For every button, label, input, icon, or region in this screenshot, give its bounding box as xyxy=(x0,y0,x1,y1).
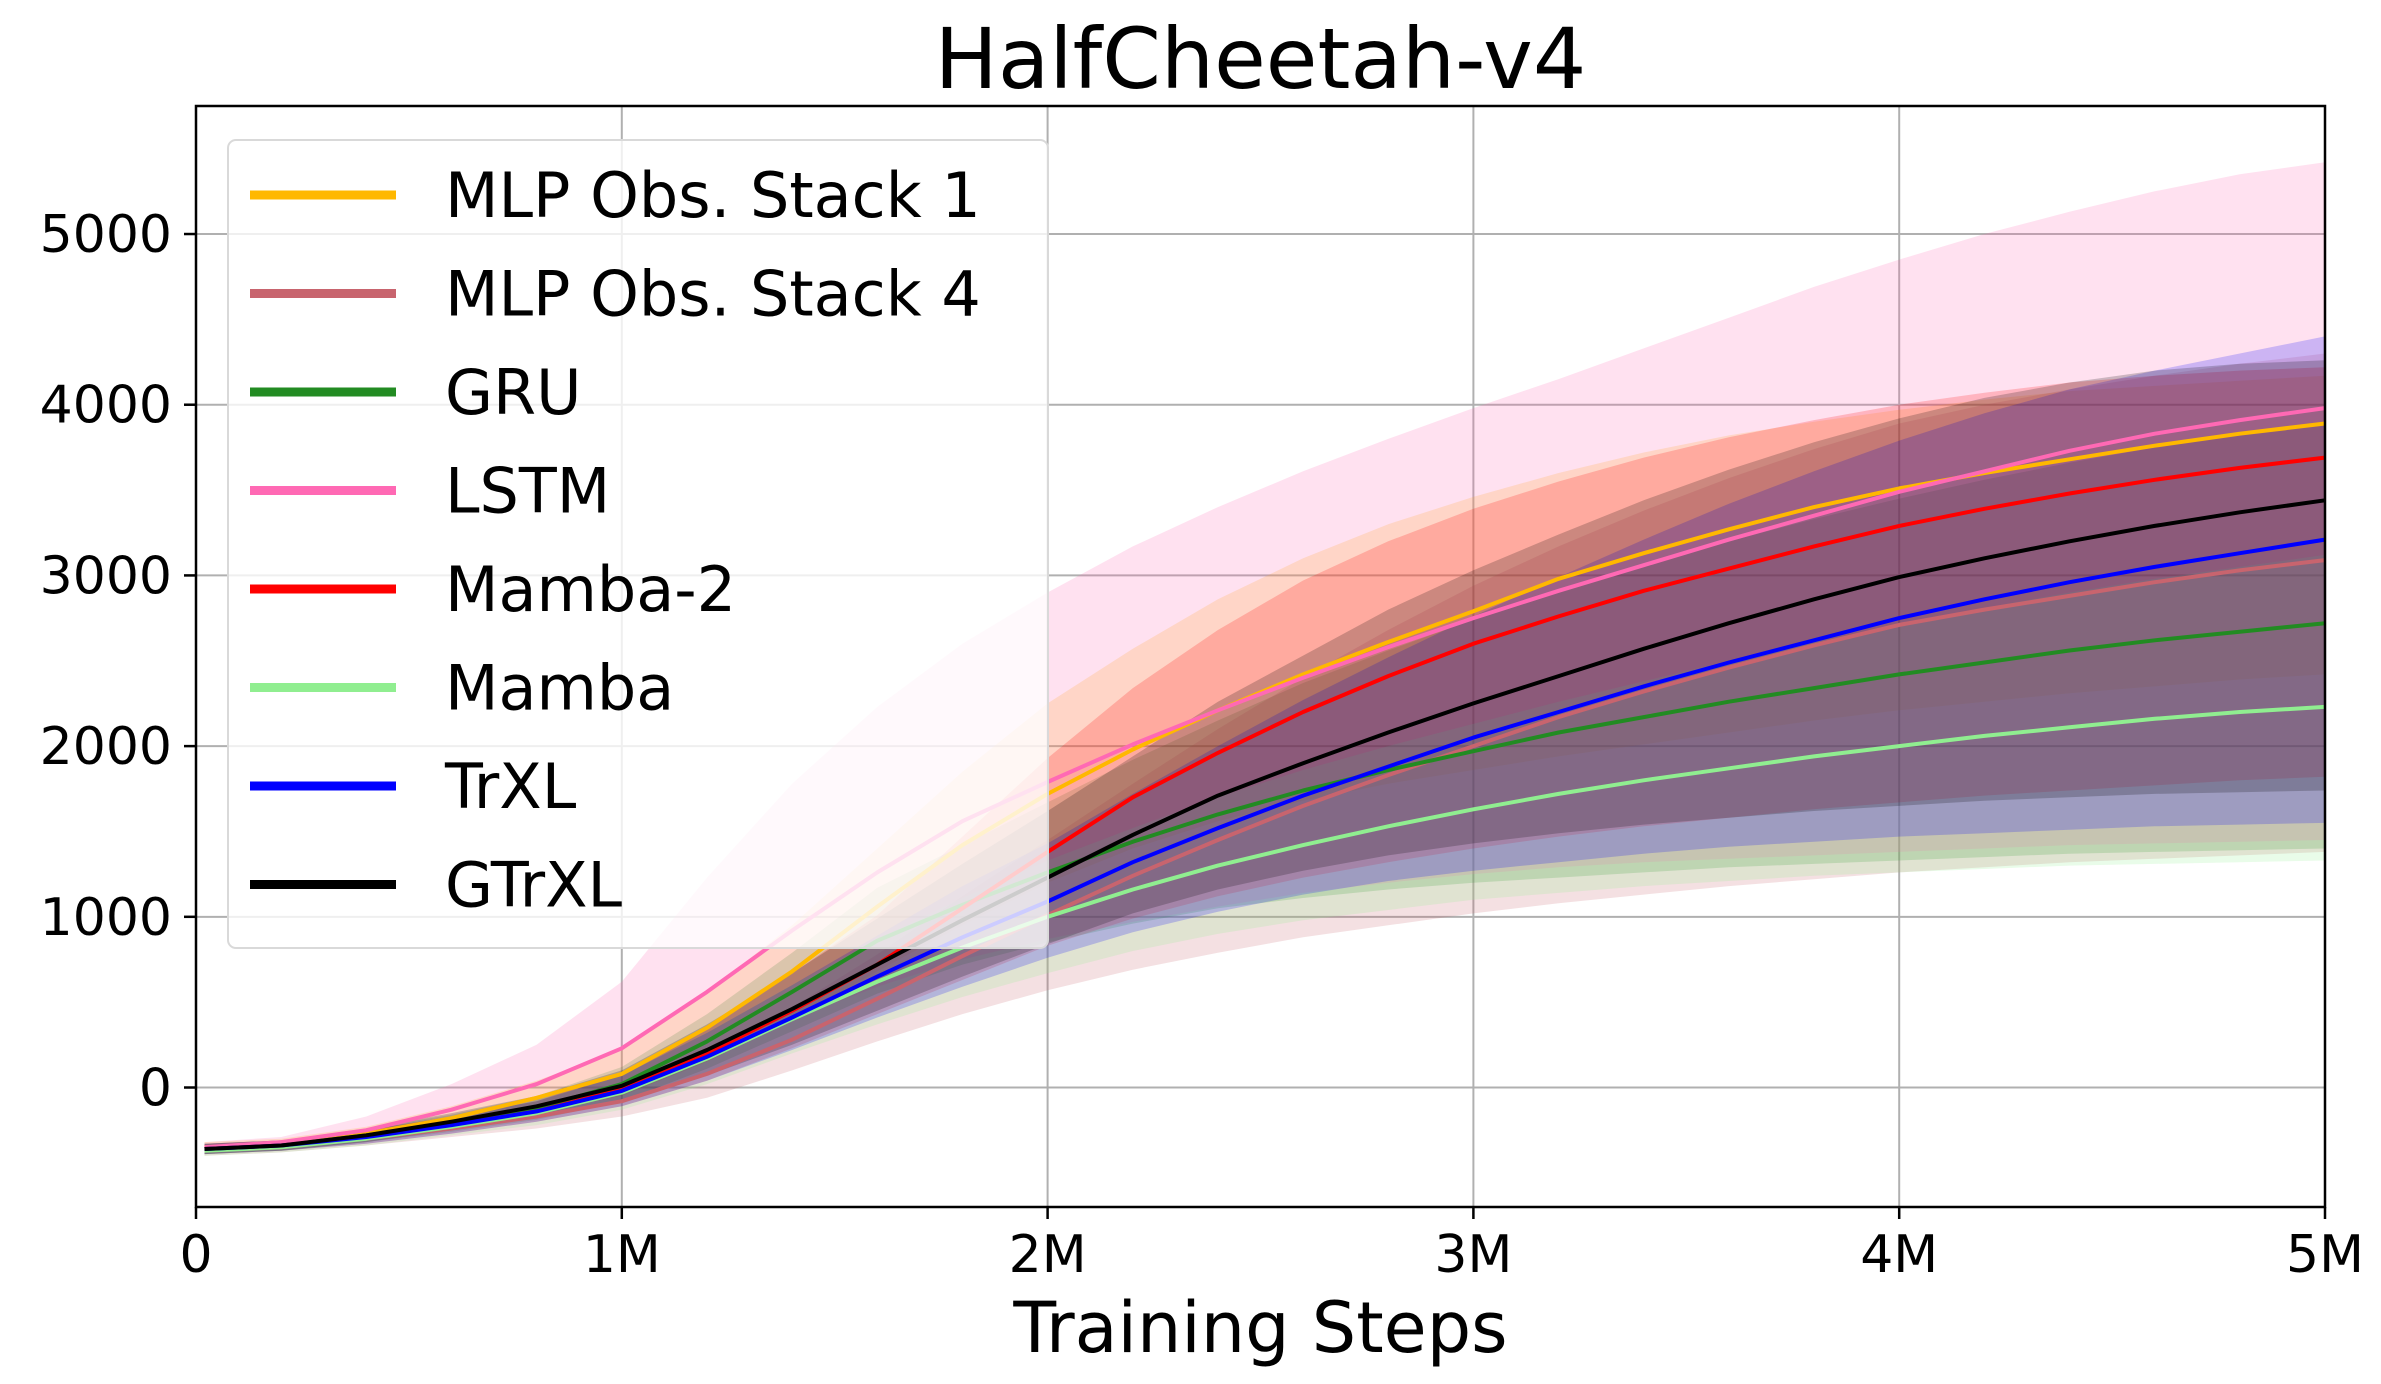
legend: MLP Obs. Stack 1 MLP Obs. Stack 4 GRU LSTM M… xyxy=(227,139,1049,949)
legend-label: MLP Obs. Stack 4 xyxy=(445,258,981,331)
chart-title: HalfCheetah-v4 xyxy=(935,10,1587,108)
x-axis-label: Training Steps xyxy=(1012,1287,1507,1369)
series-lines xyxy=(204,406,2326,1153)
legend-item-trxl: TrXL xyxy=(250,750,577,823)
band-trxl xyxy=(204,336,2325,1155)
legend-item-mamba: Mamba xyxy=(250,652,674,725)
legend-label: Mamba xyxy=(445,652,674,725)
plot-frame xyxy=(194,104,2327,1209)
series-line-mlp-obs-stack-4 xyxy=(204,558,2326,1153)
legend-item-lstm: LSTM xyxy=(250,455,610,528)
legend-label: MLP Obs. Stack 1 xyxy=(445,159,981,232)
y-tick-label: 4000 xyxy=(40,376,172,436)
legend-label: GTrXL xyxy=(445,849,623,922)
y-tick-label: 0 xyxy=(139,1059,172,1119)
legend-item-mlp-obs-stack-4: MLP Obs. Stack 4 xyxy=(250,258,981,331)
series-line-gtrxl xyxy=(204,498,2326,1151)
band-mamba-2 xyxy=(204,367,2325,1155)
band-gtrxl xyxy=(204,360,2325,1155)
y-tick-label: 3000 xyxy=(40,546,172,606)
legend-label: LSTM xyxy=(445,455,610,528)
legend-item-gru: GRU xyxy=(250,356,582,429)
legend-box xyxy=(227,139,1049,949)
legend-label: TrXL xyxy=(444,750,577,823)
legend-label: Mamba-2 xyxy=(445,553,736,626)
legend-item-mamba-2: Mamba-2 xyxy=(250,553,736,626)
legend-item-gtrxl: GTrXL xyxy=(250,849,623,922)
legend-label: GRU xyxy=(445,356,582,429)
y-tick-label: 5000 xyxy=(40,205,172,265)
band-mlp-obs-stack-4 xyxy=(204,353,2325,1156)
series-line-lstm xyxy=(204,406,2326,1150)
y-tick-label: 2000 xyxy=(40,717,172,777)
y-tick-label: 1000 xyxy=(40,888,172,948)
x-tick-label: 3M xyxy=(1434,1225,1512,1285)
x-tick-label: 4M xyxy=(1860,1225,1938,1285)
x-tick-label: 5M xyxy=(2286,1225,2364,1285)
series-line-trxl xyxy=(204,537,2326,1151)
band-mlp-obs-stack-1 xyxy=(204,375,2325,1153)
axis-ticks: 0 1M 2M 3M 4M 5M 0 1000 2000 3000 4000 5000 xyxy=(40,205,2364,1285)
x-tick-label: 1M xyxy=(583,1225,661,1285)
x-tick-label: 2M xyxy=(1009,1225,1087,1285)
legend-item-mlp-obs-stack-1: MLP Obs. Stack 1 xyxy=(250,159,981,232)
x-tick-label: 0 xyxy=(179,1225,212,1285)
